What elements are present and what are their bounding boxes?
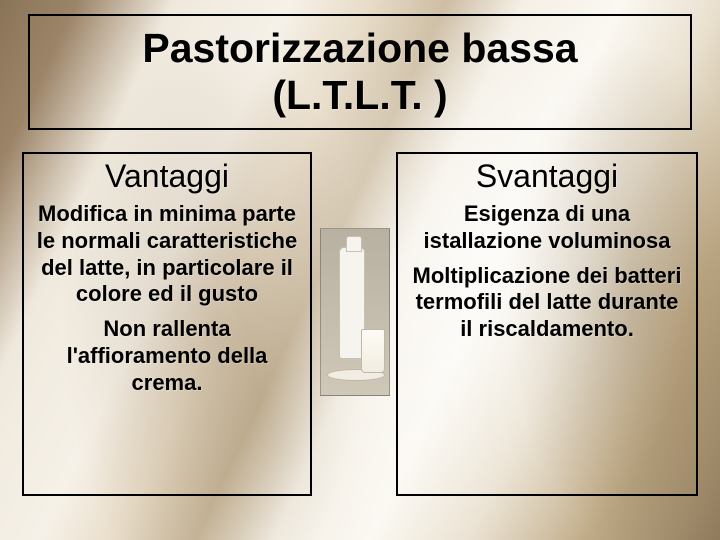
- disadvantages-para-1: Esigenza di una istallazione voluminosa: [408, 201, 686, 255]
- title-line-2: (L.T.L.T. ): [272, 72, 447, 119]
- title-box: Pastorizzazione bassa (L.T.L.T. ): [28, 14, 692, 130]
- disadvantages-box: Svantaggi Esigenza di una istallazione v…: [396, 152, 698, 496]
- advantages-para-1: Modifica in minima parte le normali cara…: [34, 201, 300, 308]
- disadvantages-body: Esigenza di una istallazione voluminosa …: [398, 201, 696, 343]
- title-line-1: Pastorizzazione bassa: [142, 25, 577, 72]
- advantages-body: Modifica in minima parte le normali cara…: [24, 201, 310, 397]
- advantages-para-2: Non rallenta l'affioramento della crema.: [34, 316, 300, 396]
- advantages-heading: Vantaggi: [24, 158, 310, 195]
- advantages-box: Vantaggi Modifica in minima parte le nor…: [22, 152, 312, 496]
- disadvantages-para-2: Moltiplicazione dei batteri termofili de…: [408, 263, 686, 343]
- disadvantages-heading: Svantaggi: [398, 158, 696, 195]
- milk-glass-icon: [361, 329, 385, 373]
- milk-photo: [320, 228, 390, 396]
